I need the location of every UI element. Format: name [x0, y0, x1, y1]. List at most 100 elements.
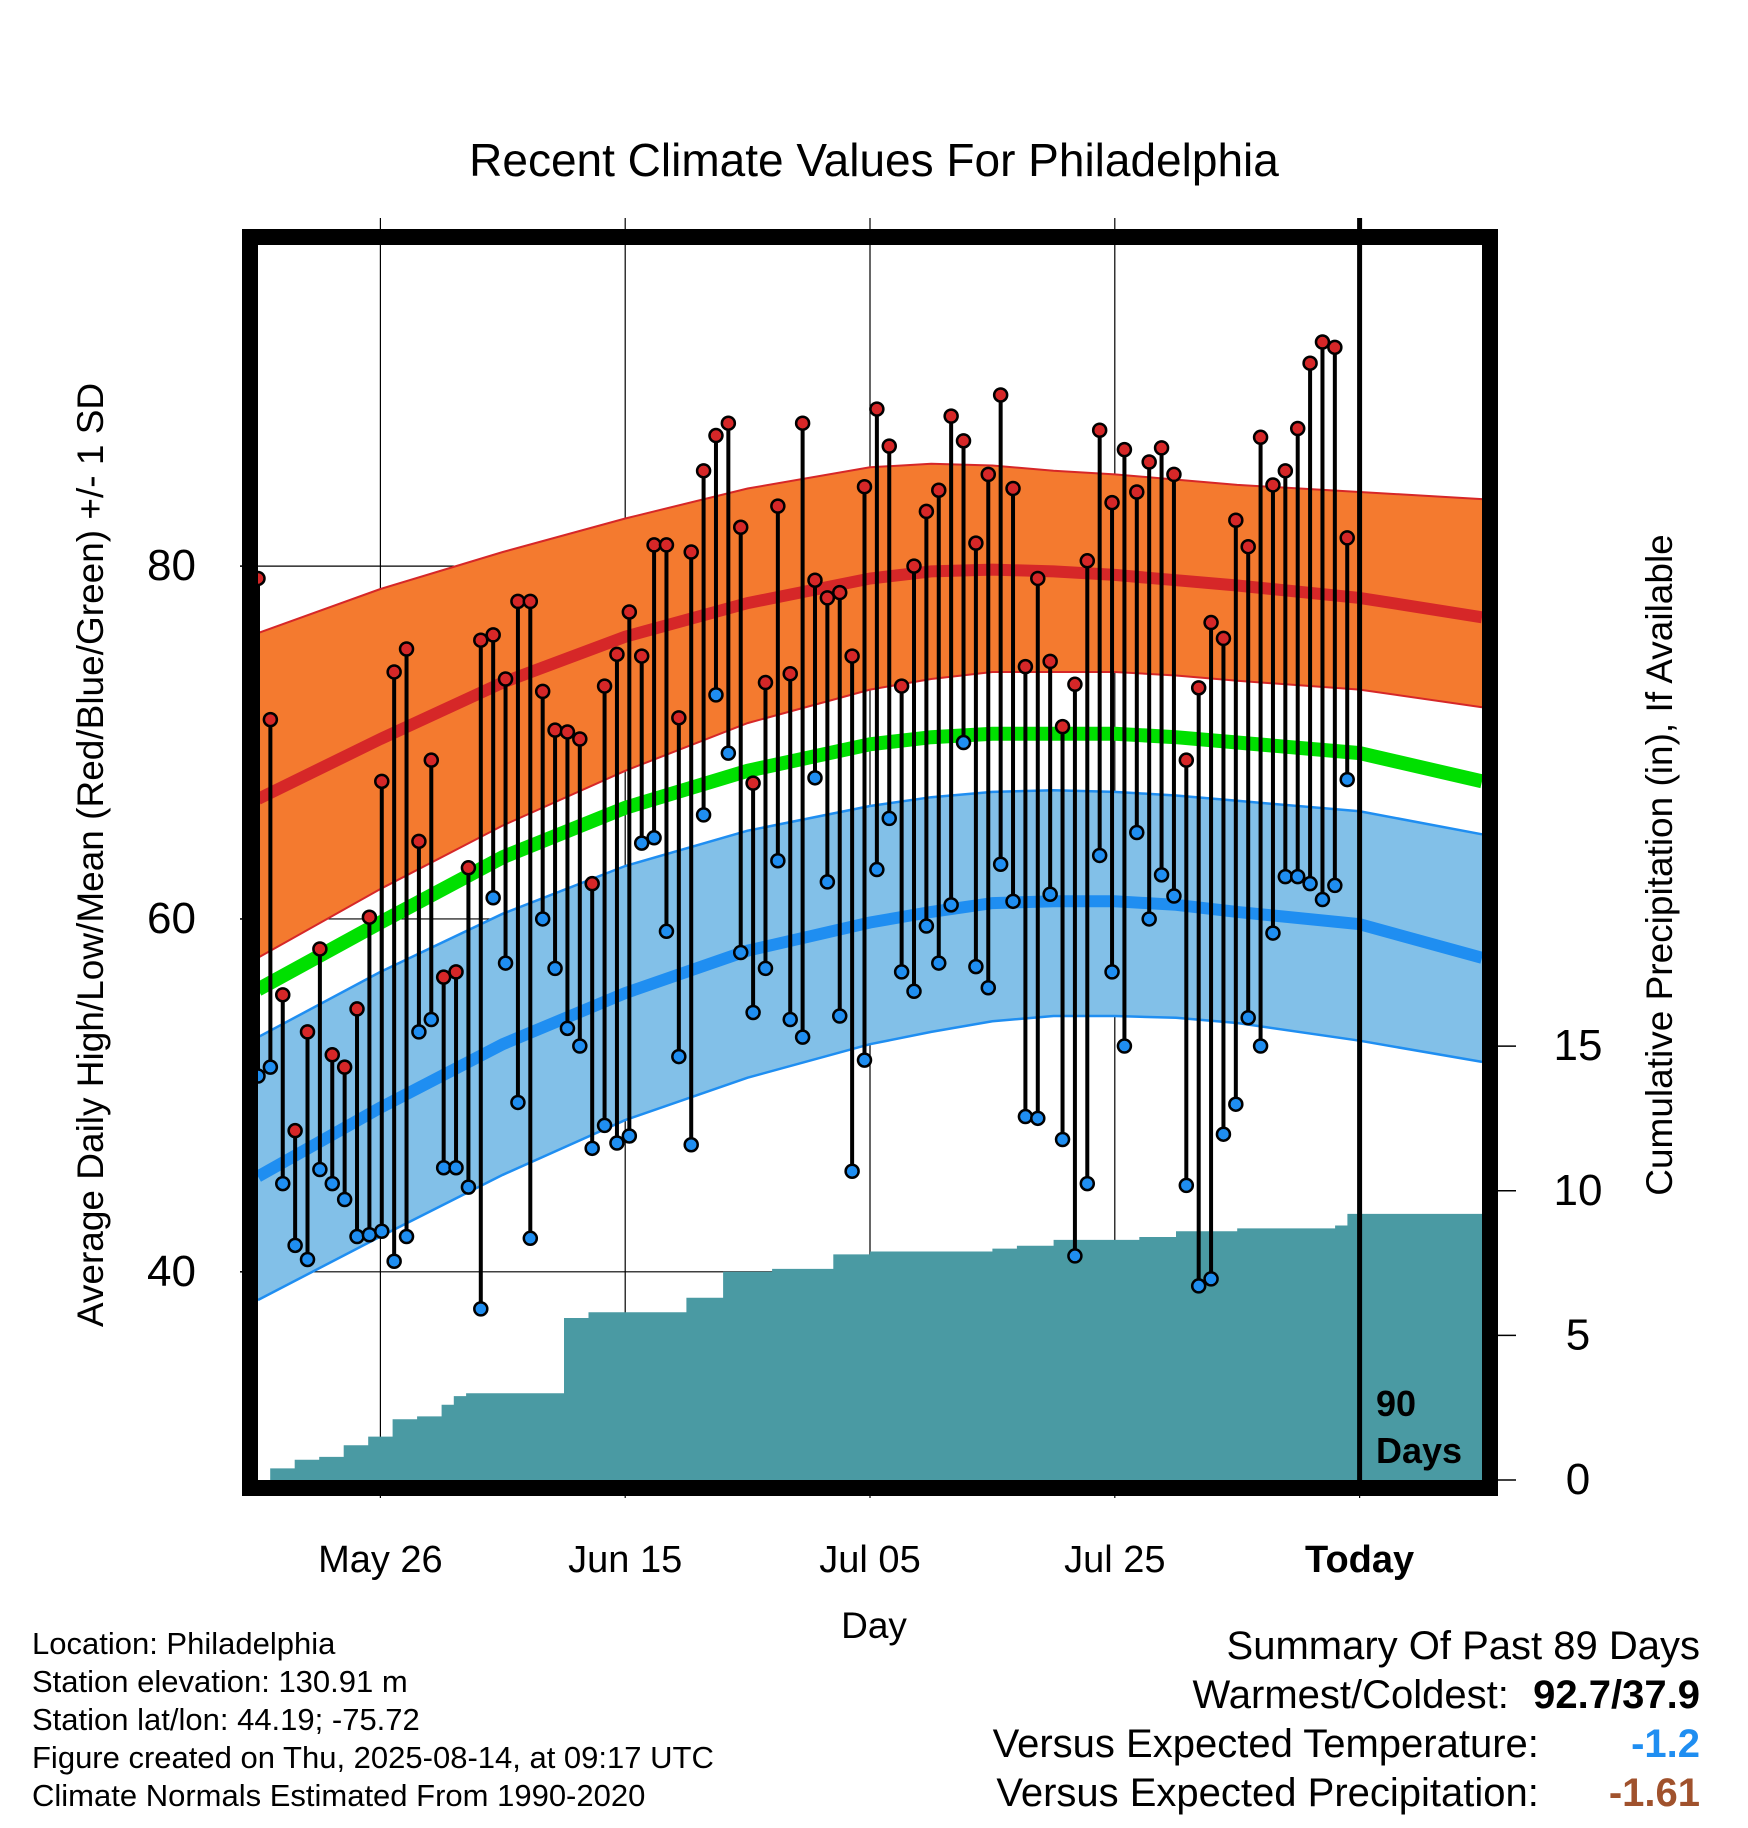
high-point: [299, 1024, 316, 1040]
high-point: [770, 498, 786, 514]
chart-title: Recent Climate Values For Philadelphia: [469, 134, 1279, 186]
today-label: 90 Days: [1376, 1383, 1462, 1471]
high-point: [1203, 614, 1219, 631]
axis-ticks: May 26 Jun 15 Jul 05 Jul 25 Today 40 60 80 0 5 10 1…: [147, 389, 1603, 1581]
low-point: [1203, 1271, 1219, 1287]
precip-anomaly-value: -1.61: [1608, 1771, 1700, 1815]
low-point: [460, 1179, 477, 1195]
low-point: [1166, 888, 1182, 904]
high-point: [621, 604, 638, 620]
high-point: [695, 463, 712, 479]
low-point: [732, 944, 749, 961]
y2-tick-label: 5: [1566, 1310, 1590, 1359]
low-point: [745, 1004, 761, 1021]
high-point: [856, 478, 873, 495]
low-point: [621, 1128, 638, 1144]
today-label-line1: 90: [1376, 1383, 1416, 1424]
low-point: [262, 1059, 279, 1075]
low-point: [411, 1024, 427, 1040]
high-point: [1289, 420, 1306, 437]
low-point: [324, 1175, 341, 1192]
high-point: [361, 909, 378, 925]
x-tick-label: Jul 05: [819, 1539, 920, 1581]
high-point: [918, 503, 935, 520]
high-point: [336, 1059, 353, 1075]
high-point: [658, 537, 675, 553]
high-point: [1141, 454, 1157, 470]
low-point: [1104, 964, 1120, 980]
summary-panel: Summary Of Past 89 Days Warmest/Coldest:…: [993, 1622, 1700, 1818]
low-point: [1054, 1131, 1071, 1148]
low-point: [336, 1191, 353, 1208]
high-point: [1252, 429, 1269, 446]
low-point: [918, 918, 935, 934]
low-point: [584, 1140, 600, 1157]
station-info: Location: Philadelphia Station elevation…: [32, 1625, 714, 1815]
y2-tick-label: 0: [1566, 1455, 1590, 1504]
low-sd-band: [258, 790, 1482, 1300]
low-point: [1178, 1177, 1195, 1194]
high-point: [708, 427, 724, 444]
precip-anomaly-row: Versus Expected Precipitation: -1.61: [993, 1769, 1700, 1818]
low-point: [534, 911, 551, 927]
high-point: [572, 731, 588, 747]
high-point: [287, 1122, 303, 1139]
x-tick-label: Jun 15: [568, 1539, 682, 1581]
y-tick-label: 40: [147, 1247, 196, 1296]
low-point: [1190, 1278, 1207, 1294]
x-axis-label: Day: [841, 1605, 907, 1646]
high-point: [448, 964, 464, 980]
high-point: [943, 408, 959, 424]
high-point: [559, 724, 576, 740]
low-point: [980, 980, 997, 996]
high-point: [819, 590, 836, 606]
temp-anomaly-value: -1.2: [1631, 1722, 1700, 1766]
y-tick-label: 80: [147, 541, 196, 590]
low-point: [1277, 868, 1294, 885]
low-point: [361, 1227, 378, 1243]
high-point: [757, 674, 774, 691]
y2-tick-label: 10: [1554, 1166, 1603, 1215]
low-point: [782, 1011, 798, 1028]
x-tick-label: May 26: [318, 1539, 443, 1581]
high-point: [1054, 718, 1071, 735]
high-point: [906, 558, 922, 574]
low-point: [1314, 891, 1331, 908]
high-point: [1005, 480, 1021, 497]
precipitation-area: [258, 218, 1482, 1480]
high-point: [1339, 530, 1355, 546]
high-point: [633, 648, 650, 664]
low-point: [522, 1230, 539, 1247]
latlon-text: Station lat/lon: 44.19; -75.72: [32, 1702, 420, 1737]
high-point: [510, 593, 526, 610]
low-point: [869, 861, 885, 878]
high-point: [534, 683, 551, 700]
high-point: [831, 584, 848, 601]
low-point: [547, 960, 563, 977]
high-point: [1153, 440, 1170, 456]
elevation-text: Station elevation: 130.91 m: [32, 1664, 408, 1699]
low-point: [374, 1223, 390, 1239]
low-point: [819, 874, 836, 890]
low-point: [398, 1228, 415, 1245]
high-point: [1302, 355, 1318, 371]
high-point: [782, 665, 798, 682]
high-point: [1314, 334, 1331, 350]
high-point: [460, 860, 477, 876]
high-point: [398, 641, 415, 657]
today-label-line2: Days: [1376, 1430, 1462, 1471]
high-point: [435, 969, 452, 985]
low-point: [1339, 771, 1355, 788]
high-point: [732, 519, 749, 536]
daily-range-stems: [256, 342, 1350, 1309]
low-point: [1215, 1126, 1232, 1142]
low-point: [1067, 1248, 1083, 1264]
high-point: [1030, 570, 1046, 587]
high-point: [473, 632, 489, 648]
high-point: [596, 678, 613, 694]
high-sd-band: [258, 463, 1482, 958]
low-point: [1079, 1175, 1096, 1192]
low-point: [844, 1163, 860, 1179]
low-point: [807, 770, 823, 786]
